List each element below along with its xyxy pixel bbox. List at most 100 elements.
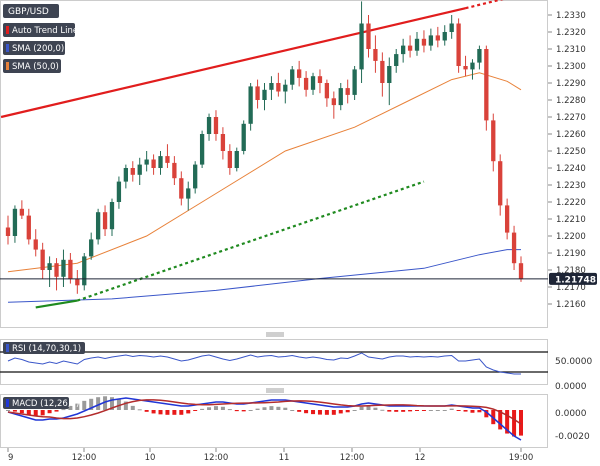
legend-macd-label: MACD (12,26,9) bbox=[12, 399, 79, 409]
macd-histogram-bar bbox=[463, 410, 468, 412]
macd-histogram-bar bbox=[116, 399, 121, 410]
candle-body bbox=[179, 178, 184, 199]
time-tick-label: 12:00 bbox=[340, 453, 365, 463]
candle-body bbox=[137, 164, 142, 175]
legend-rsi[interactable]: RSI (14,70,30,1) bbox=[3, 342, 85, 354]
time-tick-label: 11 bbox=[279, 453, 290, 463]
candle-body bbox=[421, 38, 427, 46]
macd-histogram-bar bbox=[505, 410, 510, 434]
macd-histogram-bar bbox=[96, 397, 101, 410]
time-tick-label: 19:00 bbox=[509, 453, 534, 463]
candle-body bbox=[116, 181, 122, 202]
macd-histogram-bar bbox=[26, 410, 31, 415]
price-tick-label: 1.2270 bbox=[556, 113, 586, 123]
price-tick-label: 1.2250 bbox=[556, 147, 586, 157]
candle-body bbox=[213, 117, 219, 134]
macd-histogram-bar bbox=[276, 406, 281, 410]
candle-body bbox=[19, 208, 25, 216]
legend-sma50-label: SMA (50,0) bbox=[12, 62, 59, 72]
candle-body bbox=[40, 249, 45, 270]
macd-histogram-bar bbox=[89, 398, 94, 410]
candle-body bbox=[324, 83, 330, 99]
macd-histogram-bar bbox=[109, 397, 114, 410]
resize-handle[interactable] bbox=[266, 388, 284, 393]
macd-histogram-bar bbox=[137, 409, 142, 411]
macd-histogram-bar bbox=[75, 403, 80, 410]
candle-body bbox=[12, 208, 18, 236]
price-tick-label: 1.2230 bbox=[556, 181, 586, 191]
macd-histogram-bar bbox=[421, 410, 426, 411]
macd-histogram-bar bbox=[304, 410, 309, 414]
macd-histogram-bar bbox=[47, 410, 52, 414]
macd-signal-line bbox=[7, 399, 522, 425]
price-tick-label: 1.2160 bbox=[556, 300, 586, 310]
price-tick-label: 1.2240 bbox=[556, 164, 586, 174]
trend-swatch-icon bbox=[6, 26, 9, 34]
candle-body bbox=[428, 35, 434, 46]
support-trend-line bbox=[76, 180, 425, 302]
time-tick-label: 12 bbox=[415, 453, 426, 463]
candle-body bbox=[26, 215, 31, 240]
candle-body bbox=[449, 23, 454, 32]
legend-sma200[interactable]: SMA (200,0) bbox=[3, 41, 65, 55]
macd-histogram-bar bbox=[172, 410, 177, 415]
candle-body bbox=[317, 76, 323, 83]
legend-macd[interactable]: MACD (12,26,9) bbox=[3, 397, 79, 409]
candle-body bbox=[407, 45, 413, 51]
candle-body bbox=[511, 232, 517, 264]
candle-body bbox=[504, 205, 510, 233]
price-tick-label: 1.2290 bbox=[556, 79, 586, 89]
macd-histogram-bar bbox=[12, 410, 17, 412]
macd-histogram-bar bbox=[359, 406, 364, 410]
macd-histogram-bar bbox=[519, 410, 523, 436]
macd-histogram-bar bbox=[200, 408, 205, 410]
macd-tick-0: 0.0000 bbox=[555, 409, 587, 419]
candle-body bbox=[352, 69, 357, 95]
macd-histogram-bar bbox=[290, 410, 295, 411]
support-trend-line bbox=[35, 299, 78, 309]
macd-histogram-bar bbox=[19, 410, 24, 414]
candle-body bbox=[206, 117, 212, 134]
macd-histogram-bar bbox=[61, 409, 66, 411]
candle-body bbox=[130, 168, 135, 175]
rsi-panel bbox=[0, 339, 548, 385]
candle-body bbox=[498, 161, 503, 206]
price-tick-label: 1.2320 bbox=[556, 28, 586, 38]
candle-body bbox=[89, 239, 94, 257]
legend-trend[interactable]: Auto Trend Lines bbox=[3, 23, 83, 37]
macd-histogram-bar bbox=[220, 406, 225, 410]
time-axis: 9 12:00 10 12:00 11 12:00 12 19:00 bbox=[7, 448, 534, 463]
candle-body bbox=[387, 66, 392, 83]
price-tick-label: 1.2200 bbox=[556, 232, 586, 242]
candle-body bbox=[394, 54, 399, 66]
price-tick-label: 1.2310 bbox=[556, 45, 586, 55]
candle-body bbox=[373, 49, 378, 61]
macd-histogram-bar bbox=[317, 410, 322, 415]
candle-body bbox=[290, 69, 295, 85]
macd-histogram-bar bbox=[123, 401, 128, 410]
candle-body bbox=[248, 86, 253, 124]
trend-lines bbox=[0, 0, 504, 309]
macd-histogram-bar bbox=[512, 410, 517, 437]
macd-histogram-bar bbox=[103, 396, 108, 410]
macd-histogram-bar bbox=[213, 406, 218, 410]
candle-body bbox=[158, 156, 163, 168]
macd-histogram-bar bbox=[158, 410, 163, 415]
resize-handle[interactable] bbox=[266, 332, 284, 337]
candle-body bbox=[165, 156, 170, 163]
macd-tick-neg: -0.0020 bbox=[555, 432, 590, 442]
sma50-line bbox=[7, 72, 522, 273]
candle-body bbox=[255, 86, 260, 100]
macd-histogram-bar bbox=[470, 410, 475, 413]
candle-body bbox=[262, 89, 267, 100]
macd-histogram-bar bbox=[151, 410, 156, 414]
candle-body bbox=[33, 239, 38, 250]
candle-body bbox=[68, 259, 73, 279]
candle-body bbox=[518, 263, 524, 279]
candle-body bbox=[172, 162, 177, 179]
macd-histogram-bar bbox=[262, 407, 267, 410]
macd-histogram-bar bbox=[387, 410, 392, 412]
candle-body bbox=[241, 123, 246, 151]
legend-sma50[interactable]: SMA (50,0) bbox=[3, 59, 61, 73]
